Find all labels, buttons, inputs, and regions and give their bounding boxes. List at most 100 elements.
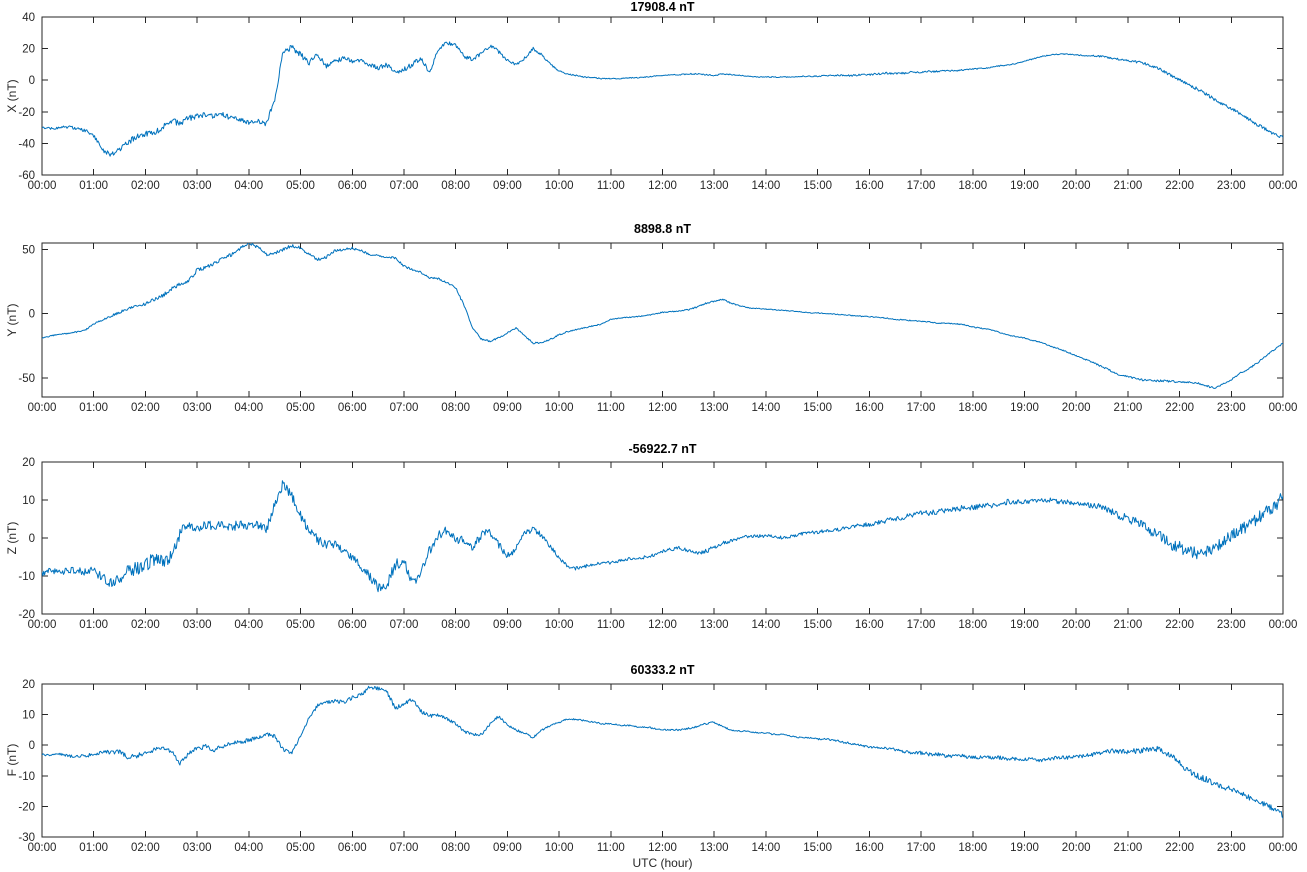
x-tick-label: 21:00 <box>1114 402 1143 414</box>
x-tick-label: 05:00 <box>286 619 315 631</box>
x-tick-label: 07:00 <box>390 842 419 854</box>
x-tick-label: 06:00 <box>338 619 367 631</box>
panel-y-title: 8898.8 nT <box>634 222 691 236</box>
x-tick-label: 09:00 <box>493 180 522 192</box>
x-tick-label: 12:00 <box>648 842 677 854</box>
y-tick-label: 10 <box>22 495 35 507</box>
x-tick-label: 19:00 <box>1010 180 1039 192</box>
x-tick-label: 20:00 <box>1062 619 1091 631</box>
x-tick-label: 08:00 <box>441 402 470 414</box>
series-line-f <box>42 685 1283 819</box>
x-tick-label: 19:00 <box>1010 842 1039 854</box>
x-tick-label: 09:00 <box>493 842 522 854</box>
y-tick-label: -50 <box>18 373 35 385</box>
x-tick-label: 13:00 <box>700 619 729 631</box>
x-tick-label: 11:00 <box>597 402 625 414</box>
x-tick-label: 00:00 <box>28 619 57 631</box>
panel-3-box <box>41 683 1284 838</box>
x-tick-label: 18:00 <box>958 180 987 192</box>
x-tick-label: 07:00 <box>390 180 419 192</box>
x-tick-label: 01:00 <box>79 180 108 192</box>
panel-0-box <box>41 16 1284 176</box>
panel-2-box <box>41 461 1284 615</box>
y-tick-label: -20 <box>18 609 35 621</box>
x-tick-label: 00:00 <box>28 402 57 414</box>
x-tick-label: 01:00 <box>79 619 108 631</box>
y-tick-label: -20 <box>18 801 35 813</box>
x-tick-label: 02:00 <box>131 402 160 414</box>
x-tick-label: 14:00 <box>752 402 781 414</box>
x-tick-label: 17:00 <box>907 619 936 631</box>
y-tick-label: 50 <box>22 244 35 256</box>
x-tick-label: 04:00 <box>234 842 263 854</box>
series-line-z <box>42 480 1283 593</box>
x-tick-label: 20:00 <box>1062 842 1091 854</box>
y-tick-label: 0 <box>29 533 35 545</box>
x-tick-label: 12:00 <box>648 180 677 192</box>
y-tick-label: -30 <box>18 832 35 844</box>
x-tick-label: 06:00 <box>338 842 367 854</box>
x-tick-label: 13:00 <box>700 180 729 192</box>
y-tick-label: -10 <box>18 771 35 783</box>
x-tick-label: 23:00 <box>1217 402 1246 414</box>
x-tick-label: 17:00 <box>907 402 936 414</box>
x-tick-label: 07:00 <box>390 619 419 631</box>
x-tick-label: 05:00 <box>286 842 315 854</box>
y-tick-label: -10 <box>18 571 35 583</box>
x-tick-label: 11:00 <box>597 842 625 854</box>
x-tick-label: 06:00 <box>338 180 367 192</box>
x-tick-label: 00:00 <box>28 180 57 192</box>
x-tick-label: 15:00 <box>803 180 832 192</box>
x-tick-label: 16:00 <box>855 842 884 854</box>
y-tick-label: -40 <box>18 138 35 150</box>
x-tick-label: 13:00 <box>700 842 729 854</box>
x-tick-label: 09:00 <box>493 619 522 631</box>
y-tick-label: 20 <box>22 44 35 56</box>
x-tick-label: 05:00 <box>286 180 315 192</box>
x-tick-label: 05:00 <box>286 402 315 414</box>
x-tick-label: 00:00 <box>1269 402 1298 414</box>
series-line-x <box>42 41 1283 157</box>
x-tick-label: 10:00 <box>545 402 574 414</box>
x-tick-label: 10:00 <box>545 619 574 631</box>
x-tick-label: 15:00 <box>803 402 832 414</box>
y-tick-label: 20 <box>22 457 35 469</box>
panel-x-title: 17908.4 nT <box>630 0 695 14</box>
x-tick-label: 01:00 <box>79 402 108 414</box>
x-tick-label: 11:00 <box>597 619 625 631</box>
x-tick-label: 14:00 <box>752 180 781 192</box>
x-tick-label: 21:00 <box>1114 180 1143 192</box>
x-tick-label: 08:00 <box>441 619 470 631</box>
x-tick-label: 16:00 <box>855 180 884 192</box>
x-tick-label: 08:00 <box>441 180 470 192</box>
x-tick-label: 23:00 <box>1217 180 1246 192</box>
x-tick-label: 10:00 <box>545 842 574 854</box>
panel-f-ylabel: F (nT) <box>5 743 19 777</box>
y-tick-label: 0 <box>29 75 35 87</box>
series-line-y <box>42 243 1283 389</box>
y-tick-label: 0 <box>29 309 35 321</box>
x-tick-label: 03:00 <box>183 619 212 631</box>
x-tick-label: 19:00 <box>1010 402 1039 414</box>
x-tick-label: 16:00 <box>855 402 884 414</box>
panel-z-ylabel: Z (nT) <box>5 521 19 555</box>
x-tick-label: 23:00 <box>1217 619 1246 631</box>
x-tick-label: 01:00 <box>79 842 108 854</box>
x-tick-label: 00:00 <box>1269 619 1298 631</box>
y-tick-label: 0 <box>29 740 35 752</box>
x-tick-label: 17:00 <box>907 180 936 192</box>
x-tick-label: 21:00 <box>1114 842 1143 854</box>
x-tick-label: 12:00 <box>648 619 677 631</box>
x-tick-label: 00:00 <box>1269 180 1298 192</box>
x-tick-label: 10:00 <box>545 180 574 192</box>
y-tick-label: -60 <box>18 170 35 182</box>
x-tick-label: 02:00 <box>131 619 160 631</box>
x-tick-label: 18:00 <box>958 402 987 414</box>
x-tick-label: 00:00 <box>1269 842 1298 854</box>
y-tick-label: 20 <box>22 679 35 691</box>
x-tick-label: 22:00 <box>1165 402 1194 414</box>
x-tick-label: 20:00 <box>1062 180 1091 192</box>
x-tick-label: 14:00 <box>752 619 781 631</box>
y-tick-label: -20 <box>18 107 35 119</box>
